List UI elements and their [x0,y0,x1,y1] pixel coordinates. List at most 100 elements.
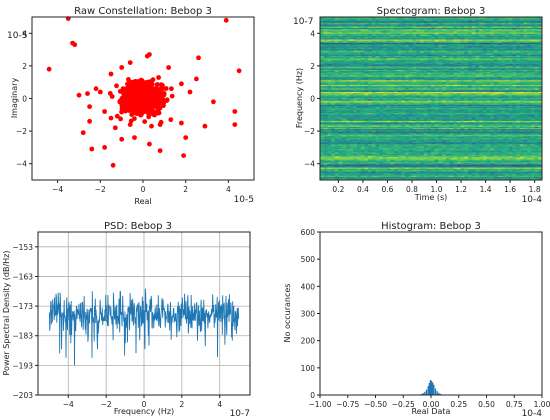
spectrogram-cell [342,161,347,163]
constellation-point [108,71,114,77]
spectrogram-cell [505,159,510,161]
spectrogram-cell [379,174,384,176]
spectrogram-cell [394,175,399,177]
spectrogram-cell [397,170,402,173]
constellation-point [93,86,99,92]
spectrogram-cell [416,167,421,169]
spectrogram-cell [475,175,480,177]
constellation-point [132,135,137,141]
spectrogram-cell [493,177,498,180]
spectrogram-cell [401,155,406,158]
spectrogram-cell [508,155,513,158]
spectrogram-cell [534,170,539,173]
spectrogram-cell [460,174,465,176]
spectrogram-cell [508,163,513,166]
spectrogram-cell [527,171,532,174]
spectrogram-cell [368,164,373,167]
spectrogram-cell [364,169,369,172]
spectrogram-cell [323,164,328,167]
spectrogram-cell [460,159,465,161]
spectrogram-cell [368,173,373,175]
spectrogram-cell [497,169,502,172]
spectrogram-cell [442,154,447,156]
spectrogram-cell [427,164,432,167]
spectrogram-cell [360,159,365,161]
spectrogram-cell [423,174,428,176]
spectrogram-cell [331,154,336,156]
spectrogram-cell [338,155,343,158]
spectrogram-cell [456,157,461,160]
spectrogram-cell [516,177,521,180]
spectrogram-cell [431,170,436,173]
spectrogram-cell [453,167,458,169]
spectrogram-cell [360,170,365,173]
spectrogram-cell [445,155,450,158]
spectrogram-cell [508,176,513,179]
spectrogram-cell [423,154,428,156]
spectrogram-cell [471,157,476,160]
spectrogram-cell [408,171,413,174]
spectrogram-cell [523,162,528,165]
spectrogram-cell [320,154,325,156]
spectrogram-cell [419,170,424,173]
spectrogram-cell [338,156,343,159]
spectrogram-cell [512,168,517,170]
spectrogram-cell [431,174,436,176]
spectrogram-cell [323,176,328,179]
constellation-point [161,90,167,96]
spectrogram-cell [431,164,436,167]
spectrogram-cell [530,156,535,159]
spectrogram-cell [501,176,506,179]
spectrogram-cell [345,159,350,161]
spectrogram-cell [505,169,510,172]
spectrogram-cell [505,160,510,162]
spectrogram-cell [342,177,347,180]
spectrogram-cell [479,169,484,172]
spectrogram-cell [386,157,391,160]
constellation-xtick-label: 0 [141,185,146,194]
spectrogram-cell [479,176,484,179]
spectrogram-cell [394,169,399,172]
spectrogram-cell [442,174,447,176]
spectrogram-cell [357,157,362,160]
spectrogram-cell [519,170,524,173]
spectrogram-cell [342,153,347,155]
spectrogram-cell [438,166,443,168]
spectrogram-cell [527,161,532,163]
spectrogram-cell [357,166,362,168]
spectrogram-cell [342,154,347,156]
spectrogram-panel: Spectogram: Bebop 3 0.2 0.4 0.6 0.8 1.0 1.2 1.… [293,6,543,205]
spectrogram-cell [353,174,358,176]
spectrogram-cell [512,160,517,162]
spectrogram-cell [323,154,328,156]
spectrogram-cell [364,155,369,158]
spectrogram-cell [519,171,524,174]
spectrogram-cell [375,173,380,175]
constellation-point [211,99,216,105]
spectrogram-cell [501,175,506,177]
spectrogram-cell [482,176,487,179]
spectrogram-cell [416,156,421,159]
spectrogram-cell [486,157,491,160]
spectrogram-cell [445,153,450,155]
spectrogram-cell [534,159,539,161]
spectrogram-cell [434,164,439,167]
spectrogram-cell [471,175,476,177]
spectrogram-cell [334,156,339,159]
spectrogram-cell [486,170,491,173]
spectrogram-cell [453,154,458,156]
spectrogram-cell [342,162,347,165]
spectrogram-cell [490,170,495,173]
spectrogram-cell [331,166,336,168]
spectrogram-cell [382,155,387,158]
spectrogram-cell [497,156,502,159]
spectrogram-cell [394,154,399,156]
spectrogram-cell [497,174,502,176]
spectrogram-cell [338,154,343,156]
spectrogram-cell [371,164,376,167]
spectrogram-cell [423,167,428,169]
spectrogram-cell [516,153,521,155]
spectrogram-cell [530,171,535,174]
spectrogram-cell [408,176,413,179]
spectrogram-cell [416,171,421,174]
